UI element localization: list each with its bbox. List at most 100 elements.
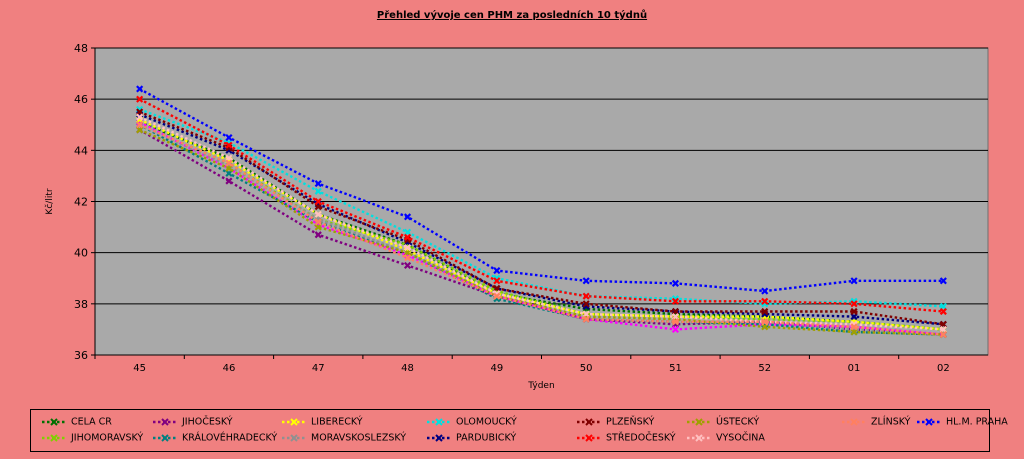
chart-title: Přehled vývoje cen PHM za posledních 10 … xyxy=(376,10,648,21)
data-point xyxy=(403,213,412,221)
data-point xyxy=(403,261,412,270)
series-line xyxy=(139,128,944,336)
legend-item: STŘEDOČESKÝ xyxy=(576,432,676,445)
data-point xyxy=(314,187,322,195)
legend-swatch xyxy=(576,432,602,444)
legend-item: JIHOČESKÝ xyxy=(152,416,233,429)
x-tick-label: 46 xyxy=(223,363,236,374)
legend-label: LIBERECKÝ xyxy=(311,416,363,428)
legend-label: HL.M. PRAHA xyxy=(946,416,1008,428)
data-point xyxy=(582,277,590,285)
data-point xyxy=(671,297,680,305)
x-axis-label: Týden xyxy=(527,381,554,391)
y-tick-label: 40 xyxy=(74,247,88,260)
y-tick-label: 38 xyxy=(74,298,88,311)
legend-swatch xyxy=(916,416,942,428)
legend-item: OLOMOUCKÝ xyxy=(426,416,517,429)
x-tick-label: 49 xyxy=(490,363,503,374)
legend-swatch xyxy=(152,432,178,444)
series-line xyxy=(139,87,944,293)
data-point xyxy=(850,277,858,285)
data-point xyxy=(403,233,412,241)
data-point xyxy=(939,307,947,316)
data-point xyxy=(314,210,322,218)
data-point xyxy=(493,292,501,300)
legend-item: KRÁLOVÉHRADECKÝ xyxy=(152,432,277,445)
x-tick-label: 50 xyxy=(580,363,593,374)
legend-label: PARDUBICKÝ xyxy=(456,432,517,444)
legend-swatch xyxy=(41,416,67,428)
legend-item: JIHOMORAVSKÝ xyxy=(41,432,143,445)
x-tick-label: 02 xyxy=(937,363,950,374)
chart-legend: CELA CR JIHOČESKÝ LIBERECKÝ OLOMOUCKÝ PLZEŇS… xyxy=(30,409,1008,452)
legend-item: MORAVSKOSLEZSKÝ xyxy=(281,432,406,445)
y-tick-label: 46 xyxy=(74,93,88,106)
data-point xyxy=(939,277,947,285)
legend-swatch xyxy=(426,416,452,428)
series-line xyxy=(139,110,944,326)
data-point xyxy=(761,287,769,295)
legend-item: ZLÍNSKÝ xyxy=(841,416,910,429)
x-tick-label: 48 xyxy=(401,363,414,374)
legend-swatch xyxy=(686,416,712,428)
legend-item: LIBERECKÝ xyxy=(281,416,363,429)
data-point xyxy=(314,197,322,206)
data-point xyxy=(314,231,322,239)
data-point xyxy=(225,159,233,167)
legend-swatch xyxy=(576,416,602,428)
x-tick-label: 51 xyxy=(669,363,682,374)
data-point xyxy=(225,141,233,149)
legend-item: ÚSTECKÝ xyxy=(686,416,759,429)
legend-swatch xyxy=(426,432,452,444)
legend-label: JIHOČESKÝ xyxy=(182,416,233,428)
legend-item: VYSOČINA xyxy=(686,432,765,445)
legend-label: CELA CR xyxy=(71,416,112,428)
data-point xyxy=(582,315,590,323)
legend-label: STŘEDOČESKÝ xyxy=(606,432,676,444)
data-point xyxy=(314,218,322,226)
data-point xyxy=(225,133,233,142)
series-line xyxy=(139,115,944,331)
x-tick-label: 47 xyxy=(312,363,325,374)
legend-swatch xyxy=(841,416,867,428)
legend-label: PLZEŇSKÝ xyxy=(606,416,655,428)
x-tick-label: 52 xyxy=(758,363,771,374)
legend-label: KRÁLOVÉHRADECKÝ xyxy=(182,432,278,444)
data-point xyxy=(403,243,412,252)
series-line xyxy=(139,123,944,331)
series-line xyxy=(139,128,944,336)
data-point xyxy=(403,254,412,262)
series-line xyxy=(139,121,944,331)
data-point xyxy=(136,95,144,103)
data-point xyxy=(136,113,144,121)
data-point xyxy=(761,297,769,305)
data-point xyxy=(493,277,501,285)
data-point xyxy=(761,307,769,316)
x-tick-label: 01 xyxy=(848,363,861,374)
y-tick-label: 36 xyxy=(74,349,88,362)
data-point xyxy=(671,318,680,326)
legend-swatch xyxy=(281,416,307,428)
legend-item: CELA CR xyxy=(41,416,112,429)
data-point xyxy=(939,330,947,339)
data-point xyxy=(314,180,322,188)
legend-swatch xyxy=(281,432,307,444)
data-point xyxy=(850,300,858,308)
data-point xyxy=(850,307,858,316)
y-axis-label: Kč/litr xyxy=(44,188,55,214)
series-line xyxy=(139,98,944,313)
legend-label: ZLÍNSKÝ xyxy=(871,416,911,428)
data-point xyxy=(136,121,144,129)
data-point xyxy=(493,266,501,275)
y-tick-label: 42 xyxy=(74,196,88,209)
legend-label: OLOMOUCKÝ xyxy=(456,416,517,428)
data-point xyxy=(582,300,590,308)
legend-swatch xyxy=(686,432,712,444)
data-point xyxy=(761,318,769,326)
data-point xyxy=(850,323,858,331)
data-point xyxy=(225,177,233,185)
legend-label: ÚSTECKÝ xyxy=(716,416,760,428)
legend-item: PARDUBICKÝ xyxy=(426,432,516,445)
data-point xyxy=(136,85,144,93)
